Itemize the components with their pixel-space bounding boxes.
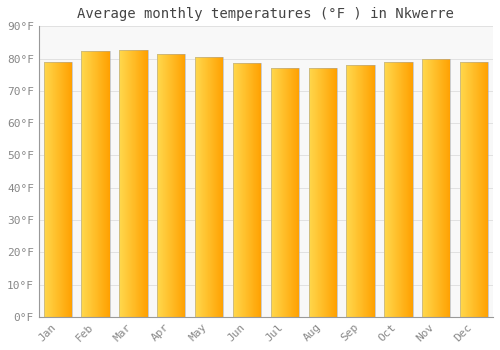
- Bar: [384, 62, 412, 317]
- Bar: [346, 65, 375, 317]
- Title: Average monthly temperatures (°F ) in Nkwerre: Average monthly temperatures (°F ) in Nk…: [78, 7, 454, 21]
- Bar: [422, 58, 450, 317]
- Bar: [233, 63, 261, 317]
- Bar: [157, 54, 186, 317]
- Bar: [270, 68, 299, 317]
- Bar: [82, 51, 110, 317]
- Bar: [44, 62, 72, 317]
- Bar: [308, 68, 337, 317]
- Bar: [119, 50, 148, 317]
- Bar: [460, 62, 488, 317]
- Bar: [195, 57, 224, 317]
